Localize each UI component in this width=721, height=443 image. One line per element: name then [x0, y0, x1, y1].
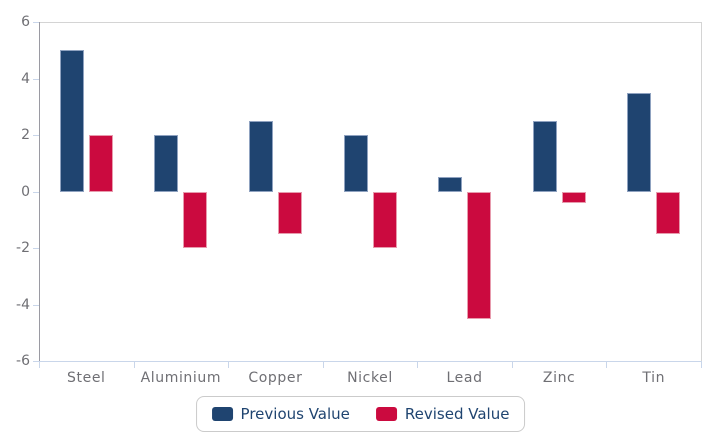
y-axis-tick [33, 135, 39, 136]
y-axis-tick-label: 0 [21, 183, 30, 200]
y-axis-tick [33, 248, 39, 249]
x-axis-line [39, 361, 701, 362]
x-axis-category-label: Zinc [542, 370, 576, 386]
x-axis-category-label: Steel [67, 370, 106, 386]
x-axis-tick [511, 361, 513, 368]
x-axis-tick [322, 361, 324, 368]
bar-revised-value-copper [277, 191, 302, 234]
legend-swatch-icon [211, 407, 233, 421]
y-axis-tick [33, 191, 39, 193]
legend-label: Previous Value [240, 405, 350, 423]
legend-item-revised-value[interactable]: Revised Value [375, 405, 510, 423]
bar-revised-value-tin [656, 191, 681, 234]
y-axis-tick-label: 2 [21, 127, 30, 143]
y-axis-tick-label: -4 [16, 296, 30, 313]
y-axis-tick-label: 6 [21, 14, 30, 30]
x-axis-tick [606, 361, 608, 368]
plot-border-top [39, 22, 701, 23]
y-axis-line [39, 22, 40, 362]
bar-previous-value-zinc [532, 120, 557, 192]
x-axis-category-label: Tin [642, 370, 666, 386]
x-axis-category-label: Lead [446, 370, 483, 386]
x-axis-category-label: Nickel [347, 370, 393, 386]
y-axis-tick-label: -6 [16, 353, 30, 369]
bar-revised-value-lead [467, 191, 492, 319]
y-axis-tick-label: 4 [21, 70, 30, 87]
y-axis-tick [33, 22, 39, 23]
x-axis-tick [701, 361, 702, 368]
bar-previous-value-steel [59, 50, 84, 192]
bar-revised-value-nickel [372, 191, 397, 248]
bar-previous-value-tin [627, 92, 652, 192]
x-axis-category-label: Copper [248, 370, 303, 386]
legend-item-previous-value[interactable]: Previous Value [211, 405, 350, 423]
y-axis-tick [33, 361, 39, 362]
bar-previous-value-nickel [343, 135, 368, 192]
bar-previous-value-lead [438, 177, 463, 192]
x-axis-tick [133, 361, 135, 368]
legend-label: Revised Value [404, 405, 510, 423]
bar-revised-value-steel [88, 135, 113, 192]
legend-swatch-icon [375, 407, 397, 421]
plot-border-right [701, 22, 702, 361]
x-axis-tick [39, 361, 40, 368]
bar-revised-value-aluminium [183, 191, 208, 248]
bar-previous-value-copper [248, 120, 273, 192]
y-axis-tick [33, 304, 39, 306]
bar-revised-value-zinc [561, 191, 586, 203]
x-axis-category-label: Aluminium [140, 370, 222, 386]
y-axis-tick-label: -2 [16, 240, 30, 256]
x-axis-tick [417, 361, 419, 368]
bar-previous-value-aluminium [154, 135, 179, 192]
y-axis-tick [33, 78, 39, 80]
x-axis-tick [228, 361, 230, 368]
legend: Previous Value Revised Value [195, 396, 526, 432]
